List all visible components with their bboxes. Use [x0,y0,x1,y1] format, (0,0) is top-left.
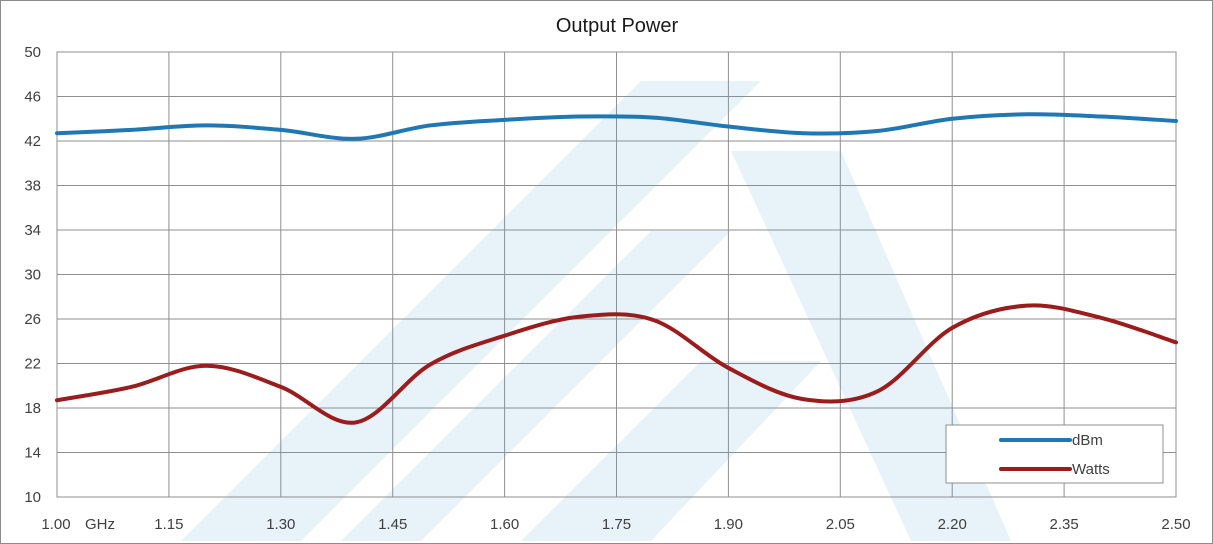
series-lines [55,112,1178,425]
y-tick-label: 26 [24,311,41,328]
y-tick-label: 50 [24,44,41,61]
legend-box [945,424,1164,484]
y-tick-label: 18 [24,400,41,417]
x-tick-label: 2.50 [1161,516,1190,533]
y-tick-label: 14 [24,445,41,462]
x-tick-label: 2.05 [826,516,855,533]
x-tick-label: 1.60 [490,516,519,533]
x-tick-label: 1.00 [41,516,70,533]
x-tick-label: 2.35 [1049,516,1078,533]
y-tick-label: 42 [24,133,41,150]
x-tick-label: 1.15 [154,516,183,533]
watermark-shape-right [731,151,1011,541]
y-tick-label: 38 [24,178,41,195]
legend-label-dbm: dBm [1072,432,1103,449]
watermark-logo [181,81,1011,541]
series-line-watts [55,303,1178,425]
axes: 10 14 18 22 26 30 34 38 42 46 50 1.00 1.15 1.30 1.45 1.… [24,44,1190,533]
watermark-shape-left [181,81,761,541]
legend: dBm Watts [945,424,1164,484]
x-tick-label: 1.90 [714,516,743,533]
y-tick-label: 10 [24,489,41,506]
watermark-shape-middle [341,231,731,541]
x-tick-label: 1.30 [266,516,295,533]
legend-label-watts: Watts [1072,461,1110,478]
y-tick-label: 30 [24,267,41,284]
x-tick-label: 1.75 [602,516,631,533]
y-tick-label: 46 [24,89,41,106]
watermark-shape-lower [521,361,821,541]
x-tick-label: 2.20 [938,516,967,533]
y-tick-label: 22 [24,356,41,373]
plot-frame [56,51,1177,498]
y-tick-label: 34 [24,222,41,239]
x-tick-label: 1.45 [378,516,407,533]
chart-title: Output Power [556,15,679,37]
series-line-dbm [55,112,1178,141]
x-unit-label: GHz [85,516,115,533]
